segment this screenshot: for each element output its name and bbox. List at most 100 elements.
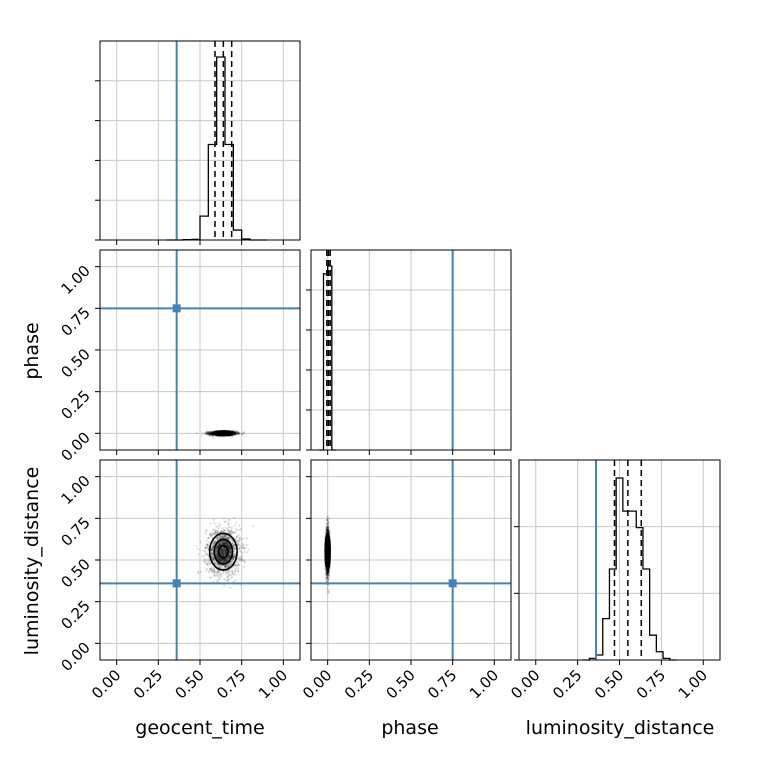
sample-point — [226, 557, 229, 560]
sample-point — [222, 555, 225, 558]
sample-point — [327, 527, 330, 530]
sample-point — [228, 555, 231, 558]
sample-point — [235, 432, 238, 435]
sample-point — [220, 548, 223, 551]
sample-point — [240, 558, 243, 561]
sample-point — [218, 575, 221, 578]
sample-point — [214, 522, 217, 526]
sample-point — [234, 433, 237, 436]
sample-point — [225, 557, 228, 561]
sample-point — [216, 536, 219, 539]
sample-point — [209, 433, 212, 436]
sample-point — [212, 527, 215, 531]
sample-point — [235, 564, 239, 567]
sample-point — [232, 557, 235, 560]
sample-point — [221, 565, 224, 568]
sample-point — [325, 577, 328, 580]
sample-point — [224, 548, 227, 551]
sample-point — [226, 566, 230, 569]
sample-point — [221, 559, 225, 562]
sample-point — [201, 555, 204, 558]
sample-point — [212, 557, 215, 560]
sample-point — [219, 558, 222, 561]
x-tick-label: 0.00 — [299, 666, 335, 702]
sample-point — [220, 534, 224, 537]
sample-point — [218, 557, 221, 560]
sample-point — [209, 431, 213, 434]
sample-point — [229, 550, 233, 554]
y-tick-label: 1.00 — [57, 262, 93, 298]
sample-point — [220, 547, 223, 550]
sample-point — [222, 558, 225, 561]
sample-point — [223, 540, 226, 543]
sample-point — [227, 555, 230, 558]
sample-point — [211, 558, 215, 561]
sample-point — [222, 547, 225, 550]
sample-point — [223, 559, 226, 562]
sample-point — [228, 545, 231, 548]
sample-point — [223, 548, 227, 551]
sample-point — [221, 541, 224, 544]
sample-point — [227, 574, 230, 577]
sample-point — [209, 433, 213, 436]
sample-point — [226, 544, 229, 547]
sample-point — [237, 533, 240, 536]
x-tick-label: 0.50 — [382, 666, 418, 702]
sample-point — [328, 517, 331, 520]
sample-point — [216, 545, 219, 548]
sample-point — [208, 433, 211, 436]
sample-point — [220, 548, 223, 551]
histogram-step — [319, 265, 336, 451]
sample-point — [225, 537, 229, 540]
sample-point — [218, 559, 221, 562]
sample-point — [226, 542, 229, 545]
sample-point — [221, 547, 224, 551]
sample-point — [231, 542, 234, 545]
sample-point — [326, 519, 329, 522]
sample-point — [326, 536, 329, 539]
sample-point — [206, 543, 209, 547]
sample-point — [211, 546, 214, 549]
sample-point — [223, 534, 227, 537]
sample-point — [218, 556, 221, 560]
sample-point — [223, 542, 226, 546]
sample-point — [207, 570, 211, 573]
sample-point — [223, 520, 226, 523]
sample-point — [214, 529, 218, 532]
y-tick-label: 0.75 — [57, 303, 93, 339]
sample-point — [231, 544, 235, 547]
sample-point — [206, 543, 209, 546]
sample-point — [223, 542, 226, 545]
sample-point — [246, 537, 249, 540]
sample-point — [242, 559, 245, 562]
sample-point — [221, 551, 225, 555]
sample-point — [216, 546, 220, 549]
sample-point — [325, 531, 328, 534]
sample-point — [220, 542, 224, 545]
sample-point — [213, 561, 216, 565]
sample-point — [207, 544, 210, 547]
sample-point — [222, 560, 225, 564]
sample-point — [216, 537, 220, 540]
sample-point — [326, 529, 329, 532]
sample-point — [227, 545, 230, 549]
sample-point — [209, 532, 212, 536]
sample-point — [228, 545, 231, 548]
sample-point — [242, 537, 245, 540]
sample-point — [224, 551, 227, 554]
sample-point — [218, 543, 221, 546]
sample-point — [206, 431, 209, 434]
sample-point — [209, 433, 212, 436]
sample-point — [237, 432, 240, 435]
sample-point — [208, 433, 211, 436]
sample-point — [204, 432, 207, 435]
sample-point — [224, 534, 228, 537]
sample-point — [229, 548, 232, 551]
sample-point — [217, 563, 220, 566]
sample-point — [225, 549, 228, 552]
sample-point — [228, 564, 231, 567]
sample-point — [204, 531, 207, 535]
sample-point — [224, 535, 227, 538]
x-tick-label: 0.25 — [130, 666, 166, 702]
